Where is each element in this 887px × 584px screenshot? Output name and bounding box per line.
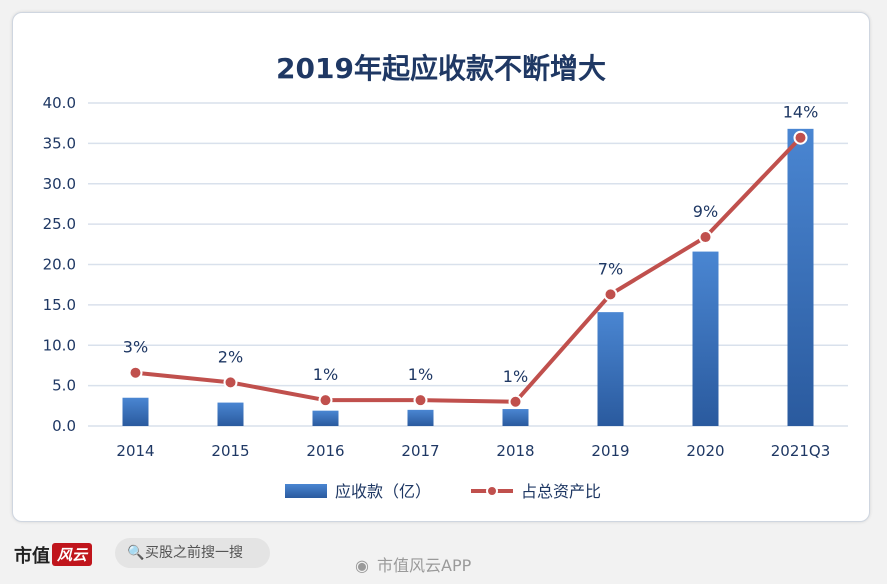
x-tick-label: 2017 xyxy=(401,442,439,460)
legend-bar-swatch xyxy=(285,484,327,498)
legend-line-label: 占总资产比 xyxy=(521,482,601,501)
line-point xyxy=(603,287,618,302)
bar-series xyxy=(122,128,814,426)
legend-line-marker xyxy=(486,485,498,497)
line-point xyxy=(318,393,333,408)
bar xyxy=(217,402,244,426)
y-tick-label: 40.0 xyxy=(43,94,76,112)
data-label: 9% xyxy=(693,202,718,221)
weibo-text: 市值风云APP xyxy=(377,556,472,575)
line-point xyxy=(128,365,143,380)
brand-logo-badge: 风云 xyxy=(52,543,93,566)
x-tick-label: 2018 xyxy=(496,442,534,460)
footer: 市值 风云 🔍买股之前搜一搜 ◉ 市值风云APP xyxy=(0,522,887,584)
line-point xyxy=(223,375,238,390)
grid-layer xyxy=(88,102,848,427)
data-label: 14% xyxy=(783,103,819,122)
x-tick-label: 2021Q3 xyxy=(771,442,831,460)
bar xyxy=(692,251,719,426)
search-button[interactable]: 🔍买股之前搜一搜 xyxy=(115,538,270,568)
bar xyxy=(597,312,624,426)
line-point xyxy=(508,394,523,409)
data-label: 7% xyxy=(598,259,623,278)
y-tick-label: 30.0 xyxy=(43,175,76,193)
x-tick-label: 2020 xyxy=(686,442,724,460)
weibo-icon: ◉ xyxy=(355,556,369,575)
brand-text: 市值 xyxy=(14,546,50,567)
brand-logo: 市值 风云 xyxy=(14,542,93,568)
data-label: 1% xyxy=(503,367,528,386)
y-tick-label: 20.0 xyxy=(43,256,76,274)
y-tick-label: 5.0 xyxy=(52,377,76,395)
weibo-watermark: ◉ 市值风云APP xyxy=(355,552,471,576)
chart-svg: 0.05.010.015.020.025.030.035.040.0 2014 2… xyxy=(43,94,848,501)
y-axis-ticks: 0.0 5.0 10.0 15.0 20.0 25.0 30.0 35.0 40.0 xyxy=(43,94,76,435)
y-tick-label: 10.0 xyxy=(43,336,76,354)
y-tick-label: 15.0 xyxy=(43,296,76,314)
chart-title: 2019年起应收款不断增大 xyxy=(276,52,606,85)
bar xyxy=(787,128,814,426)
data-label: 1% xyxy=(408,365,433,384)
data-label: 2% xyxy=(218,347,243,366)
y-tick-label: 25.0 xyxy=(43,215,76,233)
data-label: 1% xyxy=(313,365,338,384)
line-point xyxy=(413,393,428,408)
search-icon: 🔍 xyxy=(127,545,145,561)
line-data-labels: 3% 2% 1% 1% 1% 7% 9% 14% xyxy=(123,103,818,386)
line-series xyxy=(128,130,808,409)
x-tick-label: 2015 xyxy=(211,442,249,460)
x-tick-label: 2019 xyxy=(591,442,629,460)
y-tick-label: 0.0 xyxy=(52,417,76,435)
bar xyxy=(407,409,434,426)
legend-bar-label: 应收款（亿） xyxy=(335,482,431,501)
line-point xyxy=(698,230,713,245)
x-tick-label: 2016 xyxy=(306,442,344,460)
bar xyxy=(312,410,339,426)
line-point xyxy=(793,130,808,145)
bar xyxy=(122,397,149,426)
y-tick-label: 35.0 xyxy=(43,134,76,152)
chart-card: 2019年起应收款不断增大 0.0 5.0 10.0 15.0 20.0 25.0 30.0… xyxy=(12,12,870,522)
bar xyxy=(502,409,529,426)
data-label: 3% xyxy=(123,338,148,357)
series-line xyxy=(135,136,802,404)
search-text: 买股之前搜一搜 xyxy=(145,545,243,561)
legend: 应收款（亿） 占总资产比 xyxy=(285,482,601,501)
x-tick-label: 2014 xyxy=(116,442,154,460)
x-axis-ticks: 2014 2015 2016 2017 2018 2019 2020 2021Q3 xyxy=(116,442,830,460)
